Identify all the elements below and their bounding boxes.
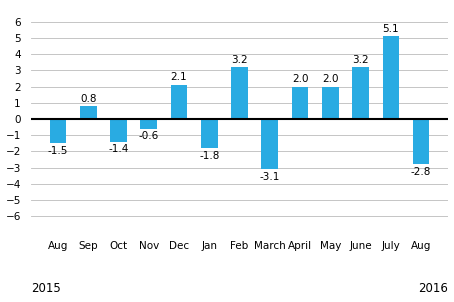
Text: 2.0: 2.0 [322, 74, 339, 84]
Bar [322, 87, 339, 119]
Text: 5.1: 5.1 [383, 24, 399, 34]
Text: 2.1: 2.1 [171, 72, 188, 82]
Text: -2.8: -2.8 [411, 167, 431, 177]
Bar [140, 119, 157, 129]
Text: -0.6: -0.6 [138, 131, 159, 141]
Bar [49, 119, 66, 143]
Text: 2016: 2016 [419, 282, 449, 295]
Text: 0.8: 0.8 [80, 94, 97, 104]
Text: -3.1: -3.1 [260, 172, 280, 182]
Bar [383, 36, 399, 119]
Text: 3.2: 3.2 [352, 55, 369, 65]
Text: 2015: 2015 [31, 282, 60, 295]
Bar [292, 87, 308, 119]
Bar [80, 106, 97, 119]
Bar [110, 119, 127, 142]
Bar [201, 119, 217, 148]
Bar [352, 67, 369, 119]
Text: 3.2: 3.2 [231, 55, 248, 65]
Text: 2.0: 2.0 [292, 74, 308, 84]
Bar [413, 119, 429, 164]
Bar [171, 85, 188, 119]
Text: -1.4: -1.4 [109, 144, 128, 154]
Bar [262, 119, 278, 169]
Text: -1.5: -1.5 [48, 146, 68, 156]
Bar [231, 67, 248, 119]
Text: -1.8: -1.8 [199, 150, 219, 160]
